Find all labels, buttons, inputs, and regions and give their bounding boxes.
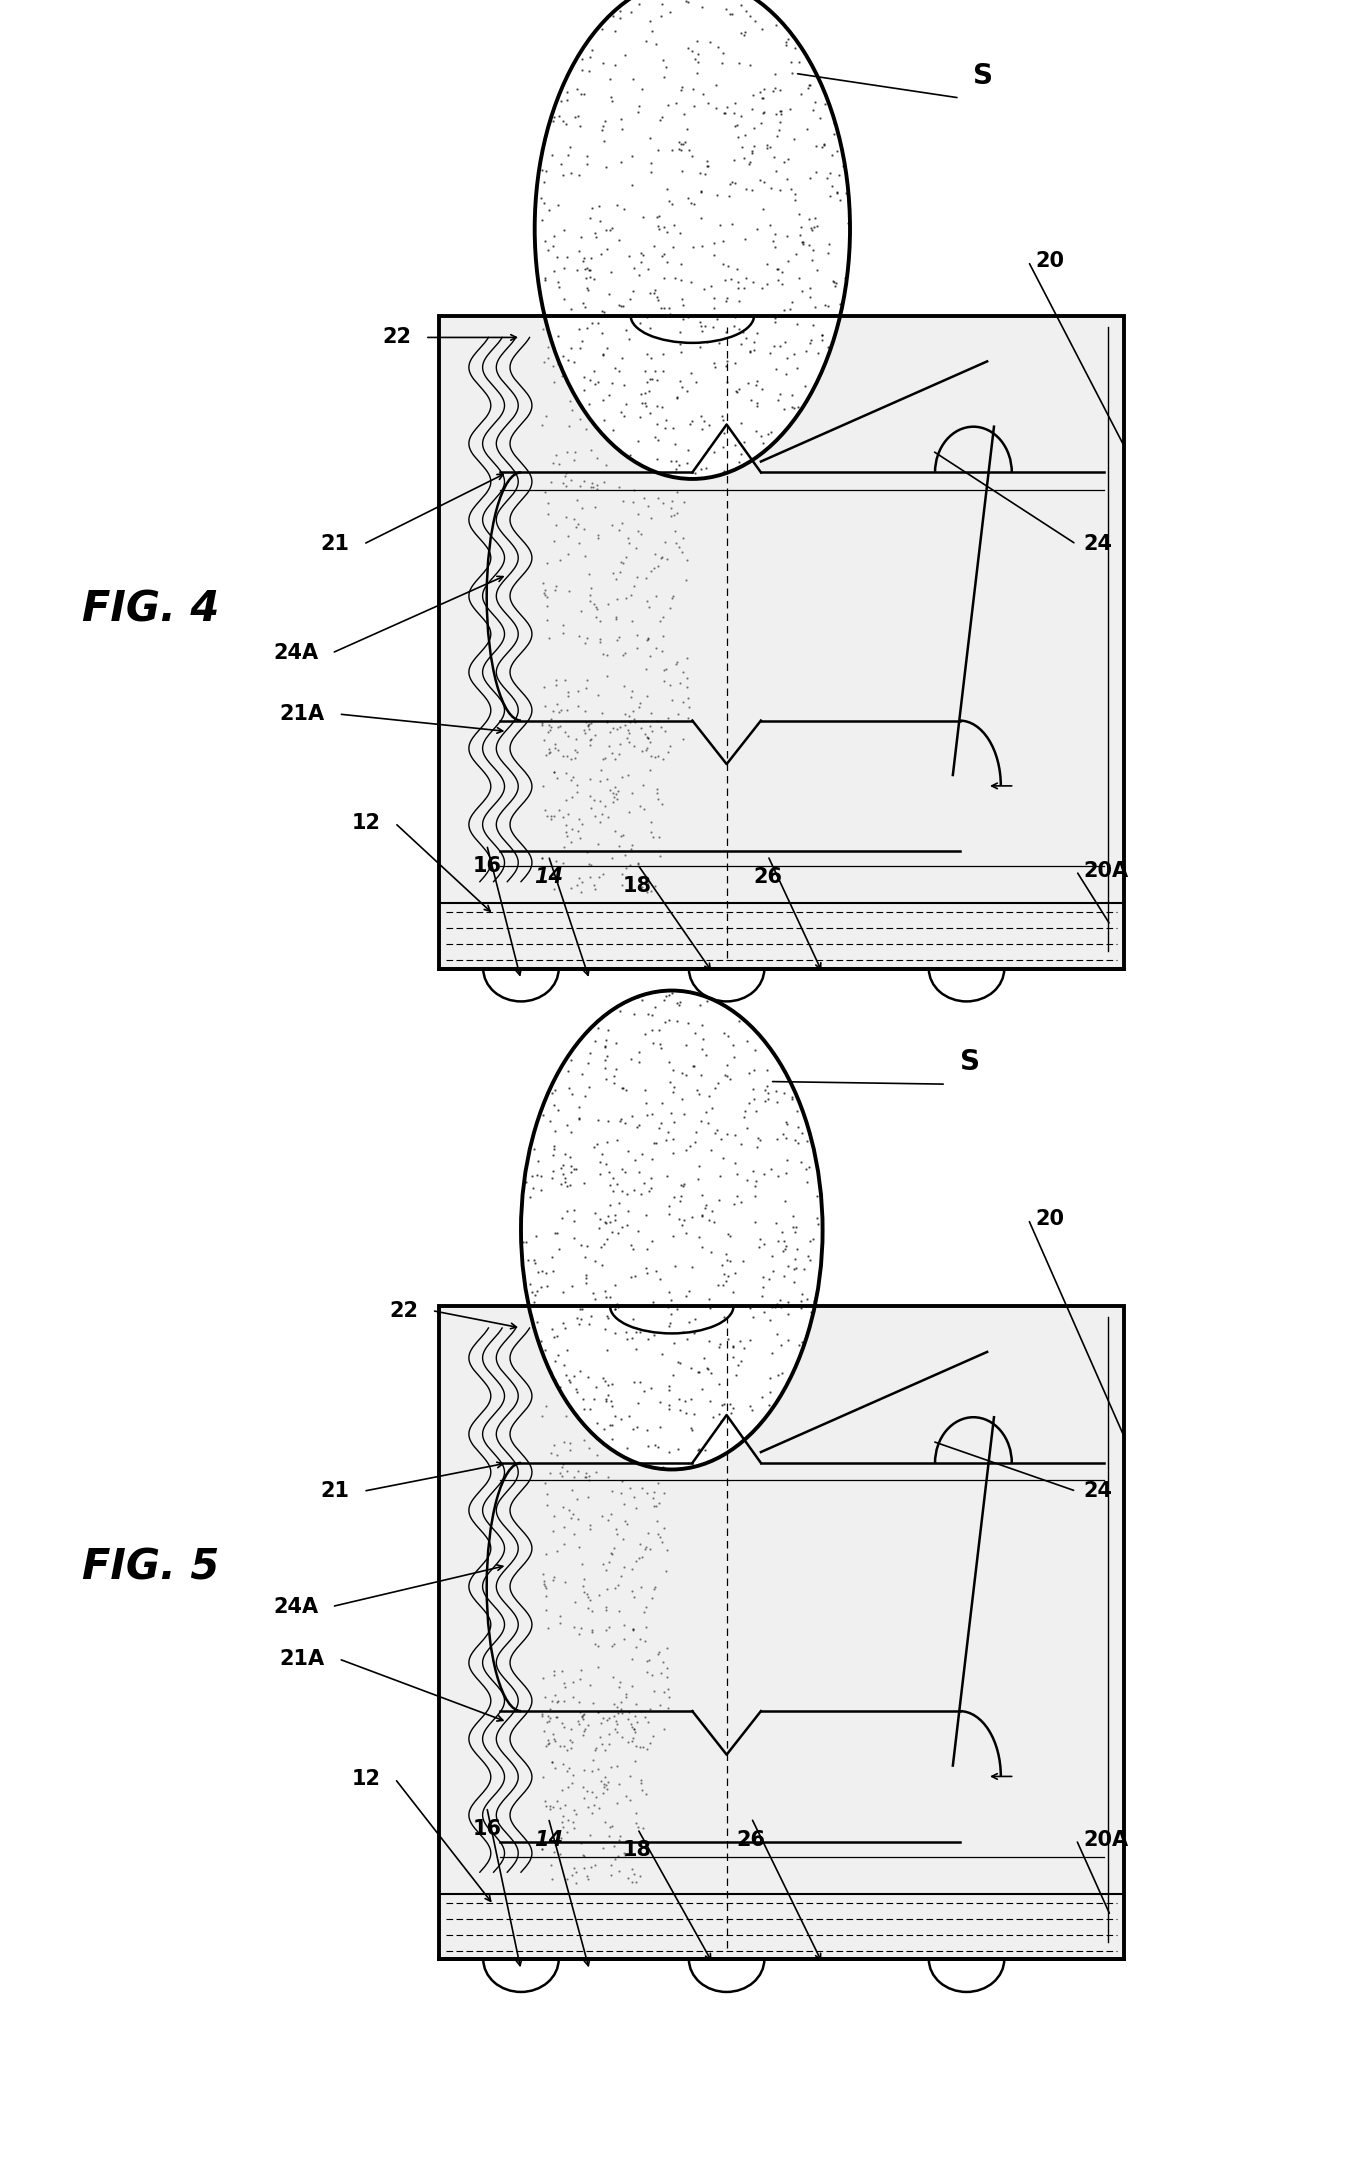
Text: 14: 14 [533,1829,563,1850]
Bar [439,1306,1124,1959]
Bar [439,316,1124,969]
Text: 22: 22 [389,1300,418,1321]
Text: 20: 20 [1035,1208,1064,1230]
Text: S: S [973,63,994,89]
Text: 26: 26 [736,1829,766,1850]
Text: 21A: 21A [280,1648,325,1670]
Text: 22: 22 [383,327,411,348]
Text: 12: 12 [352,812,381,834]
Text: 20: 20 [1035,250,1064,272]
Text: 21: 21 [321,1480,350,1502]
Bar [439,1306,1124,1959]
Text: 18: 18 [622,1840,653,1861]
Text: FIG. 4: FIG. 4 [82,588,219,631]
Text: 18: 18 [622,875,653,897]
Text: S: S [960,1049,980,1075]
Text: 20A: 20A [1083,1829,1128,1850]
Text: 21A: 21A [280,703,325,725]
Text: 24A: 24A [273,642,318,664]
Circle shape [535,0,850,479]
Text: 20A: 20A [1083,860,1128,882]
Text: FIG. 5: FIG. 5 [82,1546,219,1589]
Text: 14: 14 [533,866,563,888]
Text: 26: 26 [753,866,783,888]
Text: 16: 16 [472,856,502,877]
Text: 21: 21 [321,533,350,555]
Text: 16: 16 [472,1818,502,1840]
Text: 24: 24 [1083,1480,1112,1502]
Bar [439,316,1124,969]
Text: 12: 12 [352,1768,381,1789]
Text: 24A: 24A [273,1596,318,1618]
Text: 24: 24 [1083,533,1112,555]
Circle shape [521,991,823,1469]
